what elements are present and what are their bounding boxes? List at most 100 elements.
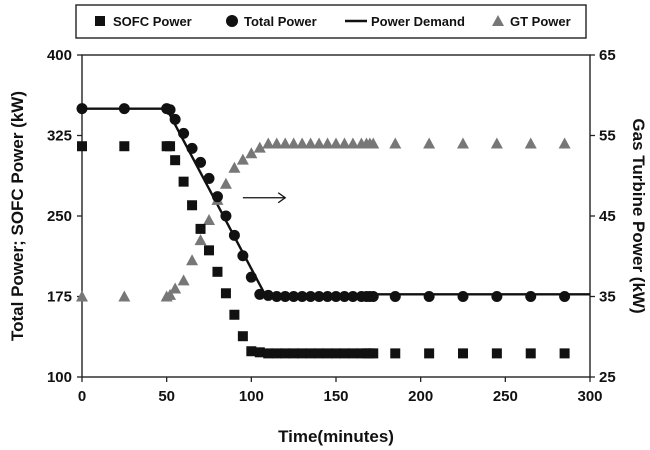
gt-power-point xyxy=(457,137,469,149)
sofc-power-point xyxy=(314,348,325,359)
sofc-power-point xyxy=(204,245,214,256)
sofc-power-point xyxy=(347,348,358,359)
total-power-point xyxy=(296,291,308,302)
sofc-power-point xyxy=(322,348,333,359)
sofc-power-point xyxy=(254,347,265,358)
total-power-point xyxy=(220,210,232,222)
total-power-point xyxy=(347,291,359,302)
gt-power-point xyxy=(76,290,88,302)
sofc-power-point xyxy=(119,141,130,152)
gt-power-point xyxy=(423,137,436,149)
sofc-power-point xyxy=(331,348,341,359)
total-power-point xyxy=(559,291,571,302)
y-tick-label: 100 xyxy=(47,369,72,386)
sofc-power-point xyxy=(458,348,468,359)
total-power-point xyxy=(262,289,274,301)
sofc-power-point xyxy=(246,346,257,357)
total-power-point xyxy=(279,291,291,302)
y2-tick-label: 45 xyxy=(599,208,616,225)
total-power-point xyxy=(338,291,350,302)
total-power-point xyxy=(228,229,240,241)
annotation-layer xyxy=(242,192,287,204)
total-power-point xyxy=(245,271,257,283)
gt-power-point xyxy=(490,137,503,149)
gt-power-point xyxy=(304,137,317,149)
total-power-point xyxy=(169,113,181,125)
gt-power-point xyxy=(270,137,283,149)
sofc-power-point xyxy=(212,266,223,277)
gt-power-point xyxy=(228,161,241,173)
gt-power-point xyxy=(321,137,334,149)
total-power-point xyxy=(237,250,249,262)
legend: SOFC Power Total Power Power Demand GT P… xyxy=(75,4,587,39)
y-axis-ticks: 100 175 250 325 400 xyxy=(47,47,82,386)
sofc-power-point xyxy=(424,348,435,359)
y2-tick-label: 65 xyxy=(599,47,616,64)
sofc-power-point xyxy=(491,348,502,359)
gt-power-point xyxy=(524,137,537,149)
total-power-point xyxy=(330,291,342,302)
total-power-point xyxy=(271,291,283,302)
legend-label-total-power: Total Power xyxy=(244,14,317,29)
total-power-point xyxy=(211,191,223,203)
total-power-point xyxy=(457,291,469,302)
y2-tick-label: 25 xyxy=(599,369,616,386)
gt-power-point xyxy=(313,137,326,149)
total-power-point xyxy=(178,127,190,139)
gt-power-point xyxy=(296,137,309,149)
legend-marker-total-power xyxy=(226,15,238,27)
y2-tick-label: 55 xyxy=(599,128,616,145)
total-power-point xyxy=(203,172,215,184)
sofc-power-point xyxy=(165,141,176,152)
x-tick-label: 100 xyxy=(239,388,264,405)
total-power-point xyxy=(525,291,537,302)
y2-tick-label: 35 xyxy=(599,289,616,306)
x-axis-ticks: 0 50 100 150 200 250 300 xyxy=(78,377,603,405)
sofc-power-point xyxy=(170,155,181,166)
sofc-power-point xyxy=(368,348,379,359)
total-power-point xyxy=(313,291,325,302)
y-tick-label: 325 xyxy=(47,128,72,145)
sofc-power-point xyxy=(178,176,189,187)
y-tick-label: 250 xyxy=(47,208,72,225)
x-tick-label: 250 xyxy=(493,388,518,405)
gt-power-point xyxy=(253,141,266,153)
gt-power-point xyxy=(236,153,249,165)
gt-power-point xyxy=(245,147,258,159)
total-power-point xyxy=(186,142,198,154)
sofc-power-point xyxy=(237,331,248,342)
y-axis-title: Total Power; SOFC Power (kW) xyxy=(8,91,27,341)
gt-power-point xyxy=(330,137,342,149)
total-power-point xyxy=(288,291,300,302)
sofc-power-point xyxy=(229,309,240,320)
plot-area xyxy=(81,54,591,378)
gt-power-point xyxy=(169,282,182,294)
sofc-power-point xyxy=(271,348,282,359)
total-power-point xyxy=(254,288,266,300)
gt-power-point xyxy=(558,137,571,149)
gt-power-point xyxy=(262,137,275,149)
sofc-power-point xyxy=(263,348,274,359)
x-tick-label: 300 xyxy=(577,388,602,405)
gt-power-point xyxy=(367,137,380,149)
total-power-point xyxy=(305,291,317,302)
x-tick-label: 50 xyxy=(158,388,175,405)
gt-power-point xyxy=(338,137,351,149)
total-power-point xyxy=(491,291,503,302)
total-power-point xyxy=(389,291,401,302)
gt-power-point xyxy=(219,177,232,189)
total-power-point xyxy=(118,103,130,115)
legend-label-sofc-power: SOFC Power xyxy=(113,14,192,29)
y-tick-label: 400 xyxy=(47,47,72,64)
sofc-power-point xyxy=(305,348,316,359)
arrow-annotation-head xyxy=(277,192,287,204)
gt-power-point xyxy=(389,137,402,149)
total-power-point xyxy=(164,104,176,116)
y2-axis-ticks: 25 35 45 55 65 xyxy=(590,47,616,386)
x-tick-label: 0 xyxy=(78,388,86,405)
legend-label-gt-power: GT Power xyxy=(510,14,571,29)
sofc-power-point xyxy=(390,348,401,359)
sofc-power-point xyxy=(220,288,231,299)
sofc-power-point xyxy=(195,223,206,234)
